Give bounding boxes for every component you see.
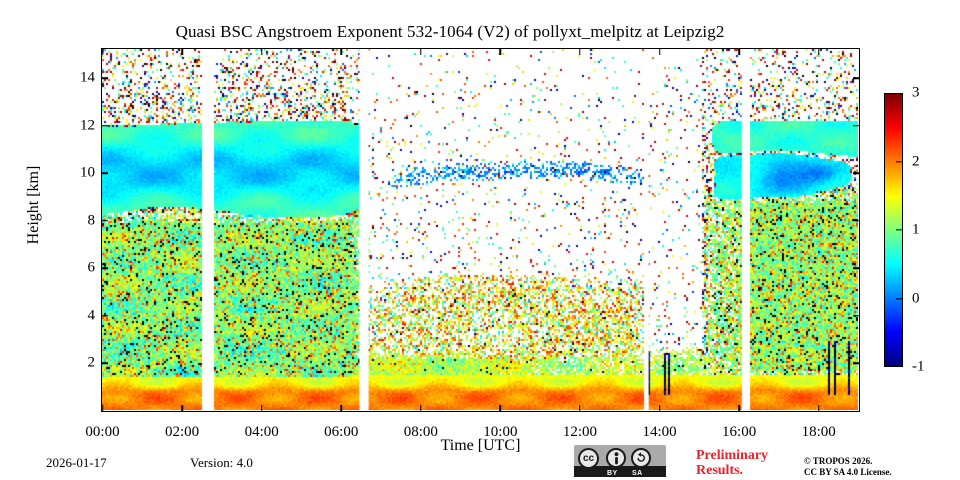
y-tick-label: 6 xyxy=(87,259,96,276)
y-tick-mark xyxy=(853,172,860,174)
date-stamp: 2026-01-17 xyxy=(46,455,107,470)
y-tick-mark xyxy=(101,267,108,269)
copyright-line: © TROPOS 2026. xyxy=(804,456,873,466)
y-tick-label: 4 xyxy=(87,307,96,323)
x-tick-label: 02:00 xyxy=(164,424,200,440)
x-tick-mark xyxy=(340,405,342,412)
x-tick-mark xyxy=(499,405,502,412)
version-label: Version: 4.0 xyxy=(190,455,253,470)
colorbar-tick-label: -1 xyxy=(912,358,925,375)
x-tick-label: 16:00 xyxy=(722,424,757,440)
y-tick-mark xyxy=(101,124,108,127)
x-tick-mark xyxy=(499,48,502,55)
y-tick-label: 14 xyxy=(80,69,95,86)
preliminary-results-note: Preliminary Results. xyxy=(696,448,806,478)
y-tick-mark xyxy=(853,362,860,364)
y-tick-mark xyxy=(853,314,860,317)
y-tick-mark xyxy=(101,314,108,317)
plot-area[interactable] xyxy=(101,48,860,412)
page-title: Quasi BSC Angstroem Exponent 532-1064 (V… xyxy=(175,22,725,41)
x-tick-mark xyxy=(181,405,183,412)
y-tick-mark xyxy=(853,77,860,79)
circular-arrow-icon xyxy=(637,452,645,462)
x-tick-label: 10:00 xyxy=(483,424,518,440)
x-tick-label: 14:00 xyxy=(642,424,677,440)
x-tick-mark xyxy=(817,48,820,55)
x-tick-mark xyxy=(340,48,342,55)
cc-badge-bar xyxy=(574,466,666,477)
y-tick-label: 8 xyxy=(87,212,96,228)
preliminary-line-2: Results. xyxy=(696,463,744,478)
x-tick-mark xyxy=(579,48,581,55)
x-tick-mark xyxy=(101,405,104,412)
cc-attribution-icon xyxy=(606,448,626,468)
x-tick-mark xyxy=(101,48,104,55)
x-tick-label: 04:00 xyxy=(244,424,279,440)
y-tick-label: 2 xyxy=(87,354,96,371)
x-tick-label: 08:00 xyxy=(403,424,438,440)
x-tick-mark xyxy=(817,405,820,412)
x-tick-mark xyxy=(420,48,422,55)
person-glyph-icon xyxy=(614,451,618,464)
colorbar-tick-label: 2 xyxy=(912,153,920,169)
colorbar-tick-label: 1 xyxy=(912,221,920,238)
copyright-block: © TROPOS 2026. CC BY SA 4.0 License. xyxy=(804,456,954,478)
colorbar-tick-label: 0 xyxy=(912,290,920,306)
x-tick-label: 18:00 xyxy=(801,424,836,440)
cc-sharealike-icon xyxy=(631,448,651,468)
cc-sa-label: SA xyxy=(632,470,643,477)
x-tick-mark xyxy=(420,405,422,412)
y-axis-label: Height [km] xyxy=(25,165,42,245)
y-tick-mark xyxy=(101,77,108,79)
y-tick-label: 10 xyxy=(80,164,95,181)
colorbar-tick-mark xyxy=(896,229,903,231)
colorbar-tick-mark xyxy=(896,297,903,300)
y-tick-mark xyxy=(853,124,860,127)
cc-logo-icon: cc xyxy=(578,448,599,469)
x-tick-label: 00:00 xyxy=(85,424,120,440)
cc-by-label: BY xyxy=(607,470,618,477)
x-tick-label: 12:00 xyxy=(562,424,598,440)
x-tick-mark xyxy=(579,405,581,412)
y-tick-mark xyxy=(101,219,108,222)
colorbar-tick-mark xyxy=(896,160,903,163)
x-tick-label: 06:00 xyxy=(324,424,359,440)
x-tick-mark xyxy=(260,405,263,412)
y-tick-mark xyxy=(853,219,860,222)
x-tick-mark xyxy=(658,405,661,412)
y-tick-mark xyxy=(853,267,860,269)
x-axis-label: Time [UTC] xyxy=(440,437,521,454)
x-tick-mark xyxy=(260,48,263,55)
x-tick-mark xyxy=(738,405,740,412)
y-tick-label: 12 xyxy=(80,117,95,133)
license-line: CC BY SA 4.0 License. xyxy=(804,467,892,477)
creative-commons-badge[interactable]: cc BY SA xyxy=(574,445,666,477)
preliminary-line-1: Preliminary xyxy=(696,448,769,463)
x-tick-mark xyxy=(181,48,183,55)
colorbar-tick-label: 3 xyxy=(912,84,920,101)
x-tick-mark xyxy=(738,48,740,55)
y-tick-mark xyxy=(101,362,108,364)
heatmap-canvas[interactable] xyxy=(102,49,858,410)
y-tick-mark xyxy=(101,172,108,174)
x-tick-mark xyxy=(658,48,661,55)
